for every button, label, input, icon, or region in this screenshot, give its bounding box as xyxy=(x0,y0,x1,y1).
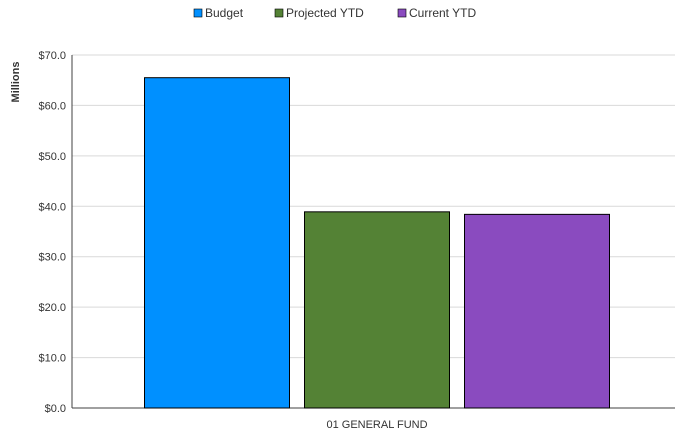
y-tick-label: $40.0 xyxy=(38,201,66,213)
y-tick-label: $0.0 xyxy=(45,403,66,415)
legend-item: Projected YTD xyxy=(274,6,364,20)
bar-budget xyxy=(144,77,290,409)
bar-projected-ytd xyxy=(304,211,450,409)
legend-swatch xyxy=(397,8,407,18)
y-axis-label: Millions xyxy=(10,62,22,103)
legend-item: Current YTD xyxy=(397,6,476,20)
x-tick-label: 01 GENERAL FUND xyxy=(326,419,427,431)
y-tick-label: $20.0 xyxy=(38,302,66,314)
legend-swatch xyxy=(274,8,284,18)
y-tick-label: $60.0 xyxy=(38,100,66,112)
y-tick-label: $70.0 xyxy=(38,50,66,62)
bar-current-ytd xyxy=(464,213,610,409)
y-tick-label: $30.0 xyxy=(38,252,66,264)
legend-label: Projected YTD xyxy=(286,6,364,20)
y-tick-label: $50.0 xyxy=(38,151,66,163)
x-tick-labels: 01 GENERAL FUND xyxy=(326,419,427,431)
y-tick-label: $10.0 xyxy=(38,353,66,365)
y-tick-labels: $0.0 $10.0 $20.0 $30.0 $40.0 $50.0 $60.0 $70.0 xyxy=(38,50,66,415)
legend-swatch xyxy=(193,8,203,18)
legend-label: Budget xyxy=(205,6,244,20)
legend-label: Current YTD xyxy=(409,6,476,20)
legend-item: Budget xyxy=(193,6,244,20)
bars xyxy=(144,77,610,409)
legend: Budget Projected YTD Current YTD xyxy=(193,6,476,20)
